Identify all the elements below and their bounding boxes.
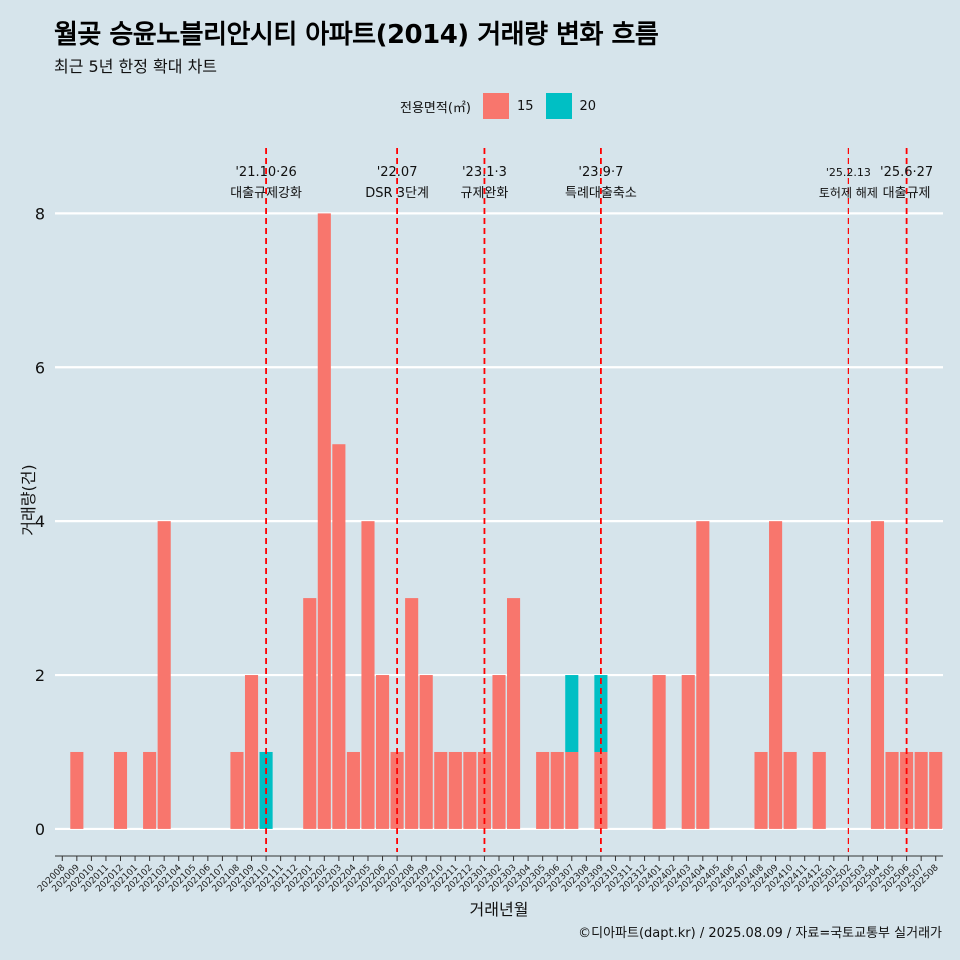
legend-item-15: 15: [482, 93, 534, 119]
bar-15-202203: [332, 444, 346, 829]
bar-15-202409: [769, 521, 783, 829]
annotation-date-202301: '23.1·3: [462, 165, 507, 180]
legend-label-20: 20: [579, 98, 597, 114]
bar-15-202412: [812, 751, 826, 829]
y-axis-title: 거래량(건): [19, 464, 38, 535]
bar-15-202012: [113, 751, 128, 829]
bar-15-202108: [230, 751, 244, 829]
legend-title: 전용면적(㎡): [400, 100, 471, 116]
chart-subtitle: 최근 5년 한정 확대 차트: [54, 57, 218, 76]
annotation-date-202506: '25.6·27: [880, 165, 933, 180]
annotation-date-202309: '23.9·7: [578, 165, 623, 180]
bar-15-202401: [652, 675, 666, 829]
y-tick-label: 2: [35, 666, 45, 685]
annotation-date-202207: '22.07: [377, 165, 418, 180]
bar-15-202404: [696, 521, 710, 829]
bar-15-202205: [361, 521, 375, 829]
bar-15-202211: [448, 751, 462, 829]
bar-15-202210: [434, 751, 448, 829]
source-caption: ©디아파트(dapt.kr) / 2025.08.09 / 자료=국토교통부 실…: [578, 926, 942, 941]
annotation-label-202301: 규제완화: [461, 186, 509, 201]
bar-15-202307: [565, 751, 579, 829]
annotation-label-202502: 토허제 해제: [819, 186, 878, 200]
bar-15-202302: [492, 675, 506, 829]
y-tick-label: 0: [35, 820, 45, 839]
y-tick-label: 4: [35, 512, 45, 531]
bar-15-202508: [929, 751, 943, 829]
bar-15-202201: [303, 598, 317, 829]
bar-20-202307: [565, 675, 579, 752]
chart-title: 월곶 승윤노블리안시티 아파트(2014) 거래량 변화 흐름: [54, 20, 659, 50]
annotation-label-202110: 대출규제강화: [230, 186, 302, 201]
bar-15-202103: [157, 521, 171, 829]
y-tick-label: 6: [35, 358, 45, 377]
bar-15-202202: [317, 213, 331, 829]
bar-15-202408: [754, 751, 768, 829]
annotation-date-202502: '25.2.13: [826, 166, 871, 179]
bar-15-202206: [375, 675, 390, 829]
bar-15-202507: [914, 751, 928, 829]
annotation-label-202506: 대출규제: [883, 186, 931, 201]
legend-label-15: 15: [516, 98, 534, 114]
bar-15-202009: [70, 751, 84, 829]
legend-swatch-15: [482, 93, 509, 119]
bar-15-202204: [346, 751, 360, 829]
bar-15-202403: [681, 675, 695, 829]
bar-15-202305: [536, 751, 550, 829]
bar-15-202109: [244, 675, 259, 829]
bar-15-202504: [870, 521, 885, 829]
legend-swatch-20: [545, 93, 572, 119]
bar-15-202102: [143, 751, 157, 829]
bar-15-202212: [463, 751, 477, 829]
bar-15-202208: [405, 598, 419, 829]
x-axis-title: 거래년월: [470, 900, 529, 919]
legend: 전용면적(㎡) 15 20: [400, 93, 596, 119]
bar-15-202303: [507, 598, 521, 829]
legend-item-20: 20: [545, 93, 597, 119]
bar-15-202505: [885, 751, 899, 829]
bar-15-202209: [419, 675, 433, 829]
annotation-date-202110: '21.10·26: [235, 165, 296, 180]
annotation-label-202309: 특례대출축소: [565, 186, 637, 201]
y-tick-label: 8: [35, 204, 45, 223]
bar-15-202306: [550, 751, 564, 829]
bar-15-202410: [783, 751, 797, 829]
annotation-label-202207: DSR 3단계: [365, 186, 429, 201]
